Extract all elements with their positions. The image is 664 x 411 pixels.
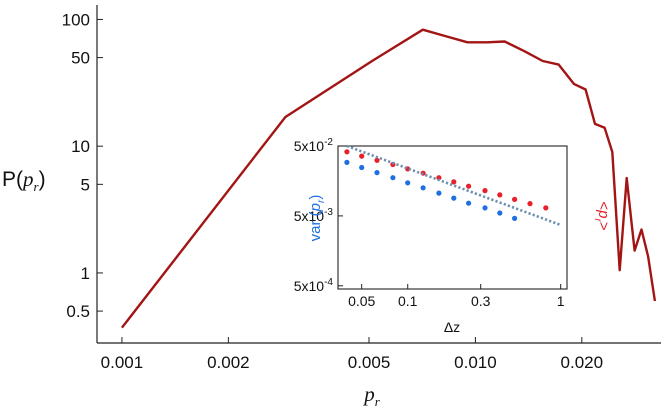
main-x-ticks: 0.001 0.002 0.005 0.010 0.020 — [101, 337, 603, 372]
inset-mean-point — [511, 196, 518, 202]
inset-mean-point — [374, 157, 380, 163]
inset-x-tick-label: 0.1 — [398, 293, 418, 309]
main-x-tick-label: 0.010 — [454, 353, 497, 372]
main-y-tick-label: 50 — [71, 49, 90, 68]
inset-mean-point — [436, 175, 442, 181]
main-y-axis-label: P(pr) — [2, 167, 46, 194]
inset-mean-point — [543, 205, 549, 211]
inset-left-label: var (pr) — [307, 195, 327, 242]
inset-var-point — [390, 175, 396, 181]
inset-y-tick-label: 5x10-2 — [294, 137, 334, 154]
inset-right-label: <pr> — [592, 201, 612, 230]
main-x-tick-label: 0.002 — [207, 353, 250, 372]
inset-x-tick-label: 0.05 — [348, 293, 375, 309]
main-y-tick-label: 10 — [71, 137, 90, 156]
inset-var-point — [374, 170, 380, 176]
main-y-tick-label: 100 — [62, 10, 90, 29]
inset-var-point — [451, 195, 457, 201]
inset-y-tick-label: 5x10-3 — [294, 207, 334, 224]
main-y-tick-label: 1 — [81, 264, 90, 283]
inset-mean-point — [344, 149, 350, 155]
inset-var-point — [511, 215, 518, 221]
inset-var-point — [344, 159, 350, 165]
inset-guide-line — [346, 144, 562, 227]
inset-var-point — [497, 210, 503, 216]
inset-mean-point — [451, 179, 457, 185]
inset-frame — [337, 145, 568, 290]
inset-var-point — [405, 180, 411, 186]
inset-chart: 0.05 0.1 0.3 1 5x10-4 5x10-3 5x10-2 Δz var (p… — [294, 137, 612, 335]
inset-mean-point — [466, 183, 472, 189]
inset-mean-point — [527, 201, 533, 207]
main-x-tick-label: 0.001 — [101, 353, 144, 372]
inset-var-point — [482, 205, 488, 211]
main-y-tick-label: 0.5 — [66, 302, 90, 321]
main-y-tick-label: 5 — [81, 175, 90, 194]
inset-x-ticks: 0.05 0.1 0.3 1 — [348, 284, 565, 309]
inset-series — [344, 144, 562, 227]
main-x-axis-label: pr — [362, 382, 381, 409]
main-axes: 0.001 0.002 0.005 0.010 0.020 0.5 1 5 10 50 100 — [62, 5, 661, 372]
inset-var-point — [466, 200, 472, 206]
inset-var-point — [359, 164, 365, 171]
inset-var-point — [436, 190, 442, 196]
main-y-ticks: 0.5 1 5 10 50 100 — [62, 10, 103, 321]
inset-x-axis-label: Δz — [444, 319, 460, 335]
inset-x-tick-label: 1 — [557, 293, 565, 309]
inset-var-point — [420, 185, 426, 191]
inset-mean-point — [482, 188, 488, 194]
main-x-tick-label: 0.005 — [348, 353, 391, 372]
inset-y-ticks: 5x10-4 5x10-3 5x10-2 — [294, 137, 343, 294]
inset-mean-point — [359, 153, 365, 159]
main-series-line — [120, 28, 657, 329]
main-series — [120, 28, 657, 329]
main-x-tick-label: 0.020 — [561, 353, 604, 372]
inset-y-tick-label: 5x10-4 — [294, 277, 334, 294]
inset-x-tick-label: 0.3 — [471, 293, 491, 309]
inset-mean-point — [497, 192, 503, 198]
